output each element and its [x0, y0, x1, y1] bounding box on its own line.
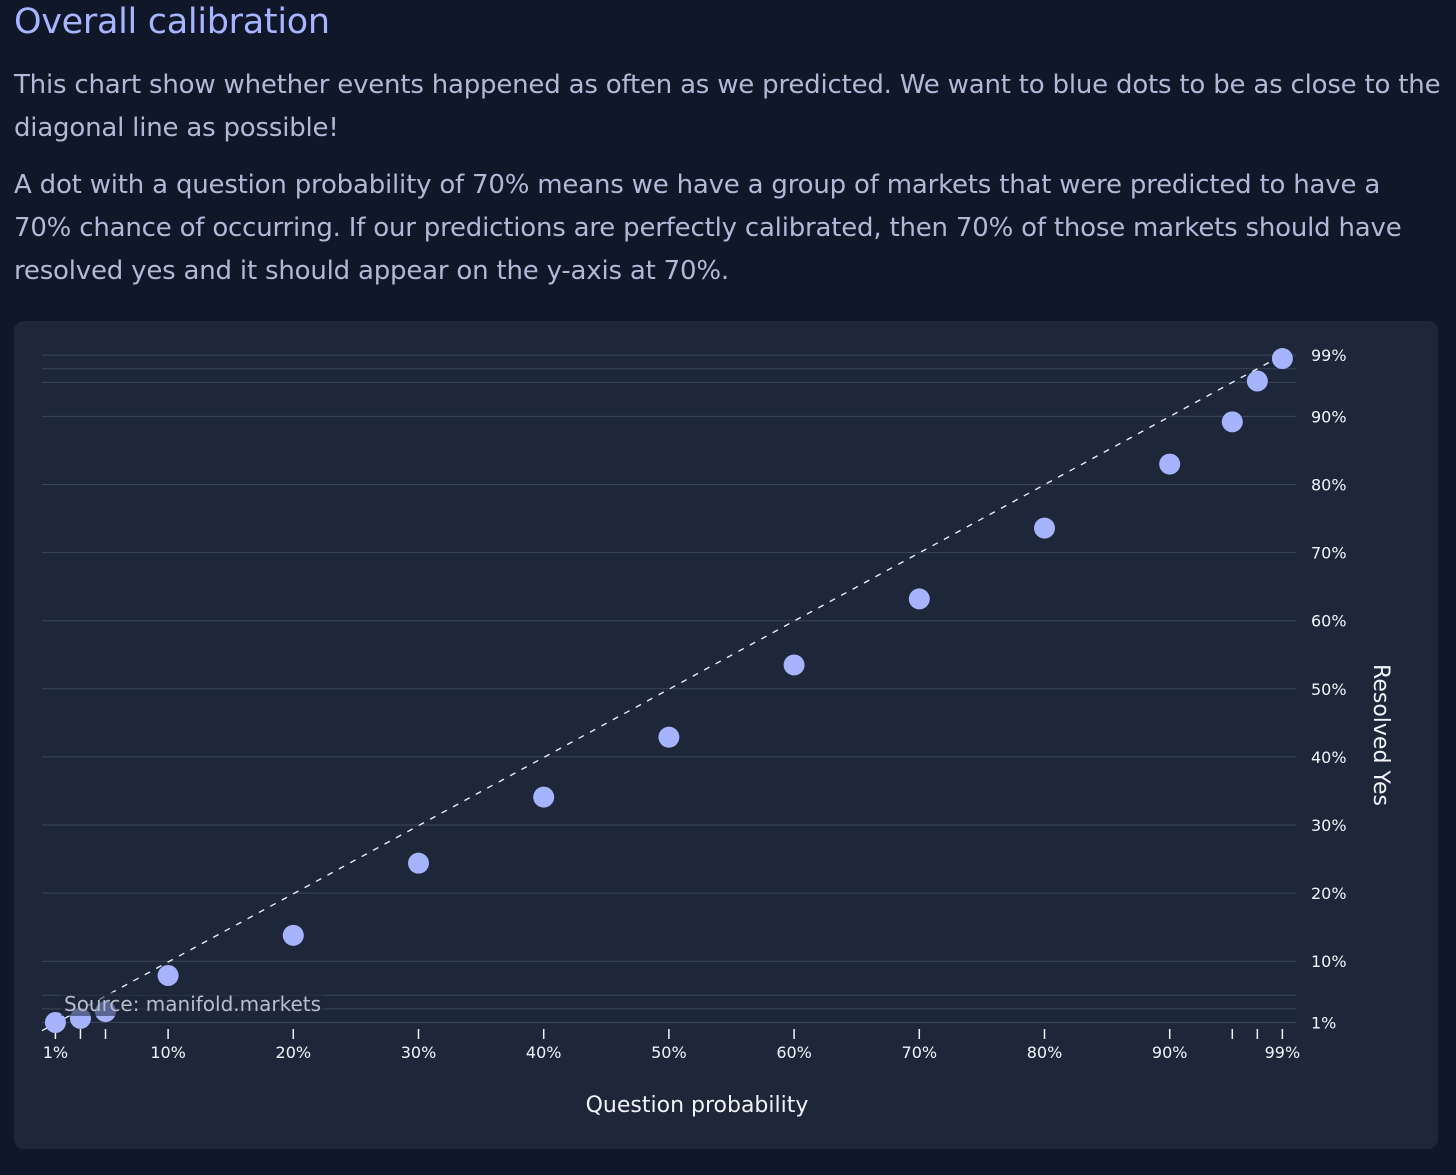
- calibration-dot[interactable]: [658, 726, 680, 748]
- x-tick-label: 20%: [276, 1043, 312, 1062]
- section-title: Overall calibration: [14, 2, 330, 42]
- x-tick-label: 30%: [401, 1043, 437, 1062]
- y-axis-ticks: 1% 10% 20% 30% 40% 50% 60% 70% 80% 90% 99%: [1311, 346, 1347, 1032]
- y-tick-label: 1%: [1311, 1014, 1336, 1033]
- calibration-dot[interactable]: [1159, 453, 1181, 475]
- x-tick-label: 1%: [43, 1043, 68, 1062]
- calibration-dot[interactable]: [533, 786, 555, 808]
- x-axis-title: Question probability: [586, 1093, 809, 1118]
- x-tick-label: 90%: [1152, 1043, 1188, 1062]
- y-tick-label: 80%: [1311, 476, 1347, 495]
- calibration-dot[interactable]: [908, 588, 930, 610]
- y-tick-label: 20%: [1311, 884, 1347, 903]
- calibration-dot[interactable]: [1271, 348, 1293, 370]
- calibration-chart: 1% 10% 20% 30% 40% 50% 60% 70% 80% 90% 99% 1% 10% 20…: [14, 321, 1438, 1149]
- x-tick-label: 99%: [1265, 1043, 1301, 1062]
- y-tick-label: 99%: [1311, 346, 1347, 365]
- calibration-dot[interactable]: [44, 1012, 66, 1033]
- x-tick-label: 60%: [776, 1043, 812, 1062]
- y-tick-label: 60%: [1311, 612, 1347, 631]
- explanation-paragraph: A dot with a question probability of 70%…: [14, 170, 1402, 286]
- y-tick-label: 50%: [1311, 680, 1347, 699]
- calibration-dot[interactable]: [783, 654, 805, 676]
- x-tick-label: 80%: [1027, 1043, 1063, 1062]
- chart-source-note: Source: manifold.markets: [61, 992, 325, 1016]
- calibration-dot[interactable]: [1246, 370, 1268, 392]
- calibration-dot[interactable]: [1034, 517, 1055, 539]
- calibration-chart-svg: 1% 10% 20% 30% 40% 50% 60% 70% 80% 90% 99% 1% 10% 20…: [41, 346, 1393, 1118]
- x-tick-label: 40%: [526, 1043, 562, 1062]
- y-tick-label: 70%: [1311, 544, 1347, 563]
- y-tick-label: 30%: [1311, 816, 1347, 835]
- x-tick-label: 50%: [651, 1043, 687, 1062]
- x-axis-ticks: 1% 10% 20% 30% 40% 50% 60% 70% 80% 90% 99%: [43, 1029, 1300, 1062]
- perfect-calibration-line: [41, 354, 1283, 1032]
- y-tick-label: 10%: [1311, 952, 1347, 971]
- gridlines: [42, 354, 1296, 1023]
- x-tick-label: 70%: [902, 1043, 938, 1062]
- y-tick-label: 90%: [1311, 407, 1347, 426]
- x-tick-label: 10%: [150, 1043, 186, 1062]
- calibration-dot[interactable]: [282, 924, 304, 946]
- y-tick-label: 40%: [1311, 748, 1347, 767]
- calibration-dot[interactable]: [157, 965, 179, 987]
- y-axis-title: Resolved Yes: [1368, 664, 1393, 806]
- calibration-dot[interactable]: [408, 852, 429, 874]
- calibration-dot[interactable]: [1221, 411, 1243, 433]
- intro-paragraph: This chart show whether events happened …: [14, 70, 1441, 143]
